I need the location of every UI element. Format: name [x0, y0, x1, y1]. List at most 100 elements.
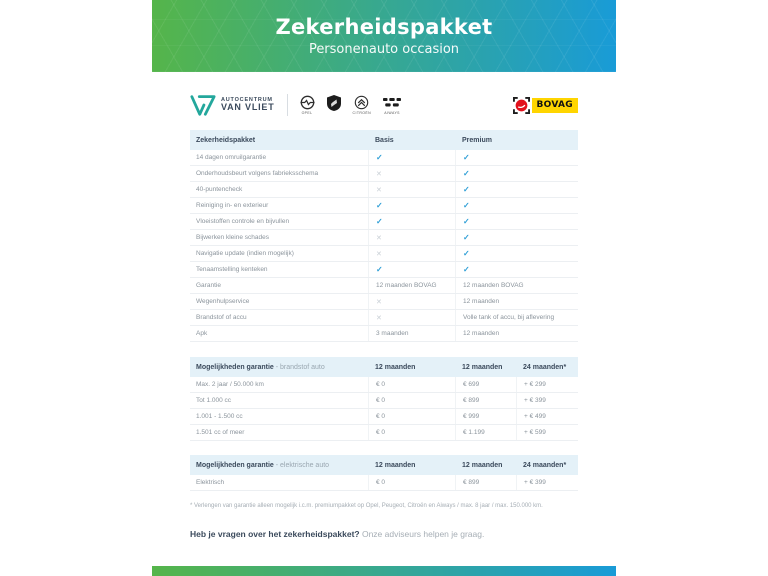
citroen-logo: CITROËN — [353, 95, 372, 115]
cell-m12a: € 0 — [368, 409, 455, 424]
check-icon: ✓ — [463, 233, 470, 242]
spacer — [152, 342, 616, 357]
header-12m-b: 12 maanden — [462, 461, 503, 469]
footnote: * Verlengen van garantie alleen mogelijk… — [190, 503, 543, 509]
dealer-name: AUTOCENTRUM VAN VLIET — [221, 97, 275, 113]
cell-m24: + € 499 — [516, 409, 578, 424]
cell-premium: ✓ — [455, 166, 578, 181]
row-label: Elektrisch — [196, 479, 225, 486]
cross-icon: ✕ — [376, 298, 382, 306]
dealer-name-bottom: VAN VLIET — [221, 102, 275, 113]
row-label: Bijwerken kleine schades — [196, 234, 269, 241]
header-basis: Basis — [375, 136, 394, 144]
cell-basis: ✕ — [368, 246, 455, 261]
cell-m24: + € 399 — [516, 393, 578, 408]
cell-m12b: € 899 — [455, 475, 516, 490]
check-icon: ✓ — [463, 169, 470, 178]
row-label: Max. 2 jaar / 50.000 km — [196, 381, 264, 388]
table-row: Bijwerken kleine schades ✕ ✓ — [190, 230, 578, 246]
cell-basis: ✓ — [368, 150, 455, 165]
table-row: Vloeistoffen controle en bijvullen ✓ ✓ — [190, 214, 578, 230]
check-icon: ✓ — [376, 217, 383, 226]
cell-premium: ✓ — [455, 214, 578, 229]
aiways-logo: AIWAYS — [383, 95, 402, 115]
cross-icon: ✕ — [376, 186, 382, 194]
page-subtitle: Personenauto occasion — [308, 41, 460, 57]
cta-line: Heb je vragen over het zekerheidspakket?… — [190, 529, 578, 539]
header-premium: Premium — [462, 136, 492, 144]
cell-basis: 3 maanden — [368, 326, 455, 341]
cross-icon: ✕ — [376, 234, 382, 242]
cross-icon: ✕ — [376, 170, 382, 178]
cell-m12a: € 0 — [368, 425, 455, 440]
cell-m24: + € 299 — [516, 377, 578, 392]
cross-icon: ✕ — [376, 314, 382, 322]
bovag-wordmark: BOVAG — [531, 97, 578, 113]
divider — [286, 94, 288, 116]
cell-premium: ✓ — [455, 198, 578, 213]
row-label: Tenaamstelling kenteken — [196, 266, 268, 273]
row-label: Tot 1.000 cc — [196, 397, 232, 404]
electric-warranty-table: Mogelijkheden garantie - elektrische aut… — [190, 455, 578, 491]
cell-basis: ✓ — [368, 262, 455, 277]
row-label: Wegenhulpservice — [196, 298, 250, 305]
row-label: Apk — [196, 330, 208, 337]
cross-icon: ✕ — [376, 250, 382, 258]
table-row: 40-puntencheck ✕ ✓ — [190, 182, 578, 198]
opel-icon — [300, 95, 315, 110]
row-label: 1.501 cc of meer — [196, 429, 245, 436]
electric-table-header: Mogelijkheden garantie - elektrische aut… — [190, 455, 578, 475]
peugeot-icon — [326, 95, 341, 111]
header-12m-a: 12 maanden — [375, 363, 416, 371]
check-icon: ✓ — [463, 185, 470, 194]
header-title-light: - brandstof auto — [273, 363, 325, 371]
page-title: Zekerheidspakket — [275, 15, 493, 40]
aiways-label: AIWAYS — [384, 111, 400, 115]
logo-strip: AUTOCENTRUM VAN VLIET OPEL — [190, 88, 578, 122]
check-icon: ✓ — [463, 153, 470, 162]
cell-basis: ✕ — [368, 294, 455, 309]
cta-question: Heb je vragen over het zekerheidspakket? — [190, 529, 360, 540]
header-title-bold: Mogelijkheden garantie — [196, 461, 274, 469]
row-label: Vloeistoffen controle en bijvullen — [196, 218, 290, 225]
dealer-logo: AUTOCENTRUM VAN VLIET — [190, 92, 275, 118]
cell-m12a: € 0 — [368, 475, 455, 490]
cell-premium: 12 maanden BOVAG — [455, 278, 578, 293]
bovag-logo: BOVAG — [512, 96, 578, 114]
row-label: 1.001 - 1.500 cc — [196, 413, 243, 420]
fuel-table-header: Mogelijkheden garantie - brandstof auto … — [190, 357, 578, 377]
cell-premium: ✓ — [455, 150, 578, 165]
bovag-mark-icon — [512, 96, 530, 114]
package-table-body: 14 dagen omruilgarantie ✓ ✓ Onderhoudsbeurt… — [190, 150, 578, 342]
cell-premium: Volle tank of accu, bij aflevering — [455, 310, 578, 325]
electric-table-body: Elektrisch € 0 € 899 + € 399 — [190, 475, 578, 491]
cell-premium: ✓ — [455, 182, 578, 197]
bovag-circle-icon — [512, 96, 530, 114]
aiways-icon — [383, 98, 402, 107]
spacer — [152, 441, 616, 455]
cell-m24: + € 399 — [516, 475, 578, 490]
row-label: Brandstof of accu — [196, 314, 247, 321]
cell-premium: ✓ — [455, 262, 578, 277]
cell-premium: ✓ — [455, 230, 578, 245]
package-table: Zekerheidspakket Basis Premium 14 dagen … — [190, 130, 578, 342]
cell-basis: ✕ — [368, 310, 455, 325]
table-row: 1.501 cc of meer € 0 € 1.199 + € 599 — [190, 425, 578, 441]
table-row: 1.001 - 1.500 cc € 0 € 999 + € 499 — [190, 409, 578, 425]
check-icon: ✓ — [463, 217, 470, 226]
cell-basis: ✓ — [368, 198, 455, 213]
check-icon: ✓ — [463, 249, 470, 258]
header-title-light: - elektrische auto — [273, 461, 330, 469]
check-icon: ✓ — [463, 201, 470, 210]
check-icon: ✓ — [376, 153, 383, 162]
cell-m12b: € 1.199 — [455, 425, 516, 440]
row-label: Navigatie update (indien mogelijk) — [196, 250, 294, 257]
row-label: 40-puntencheck — [196, 186, 243, 193]
table-row: Onderhoudsbeurt volgens fabrieksschema ✕ ✓ — [190, 166, 578, 182]
header-24m: 24 maanden* — [523, 363, 567, 371]
header-title-bold: Mogelijkheden garantie — [196, 363, 274, 371]
header-title: Mogelijkheden garantie - brandstof auto — [190, 364, 368, 371]
cell-m12b: € 999 — [455, 409, 516, 424]
table-row: 14 dagen omruilgarantie ✓ ✓ — [190, 150, 578, 166]
header-12m-b: 12 maanden — [462, 363, 503, 371]
